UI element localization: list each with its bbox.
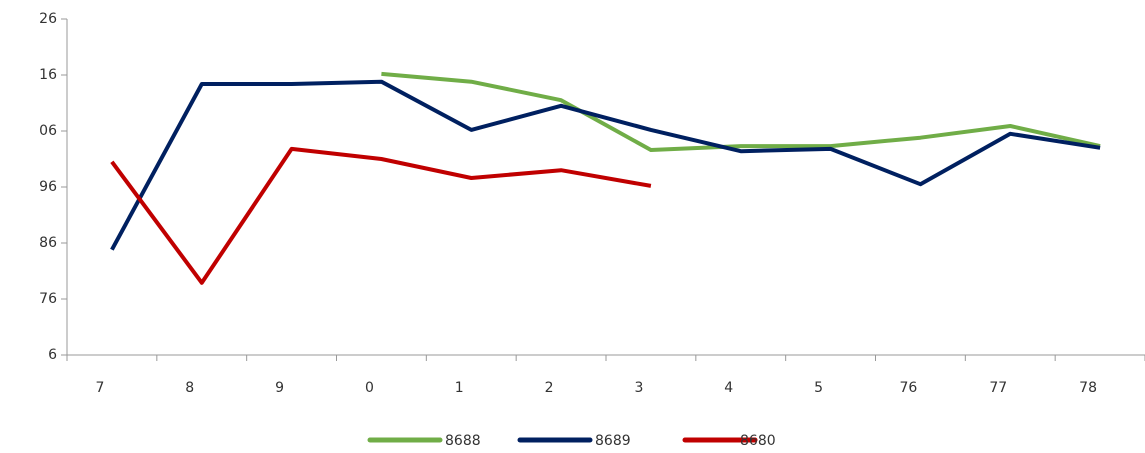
legend-label: 8689: [595, 433, 631, 449]
x-tick-label: 7: [95, 380, 104, 396]
x-tick-label: 2: [545, 380, 554, 396]
y-tick-label: 16: [39, 67, 57, 83]
x-tick-label: 4: [724, 380, 733, 396]
y-tick-label: 96: [39, 179, 57, 195]
x-tick-label: 0: [365, 380, 374, 396]
y-tick-label: 26: [39, 11, 57, 27]
x-tick-label: 1: [455, 380, 464, 396]
legend-label: 8688: [445, 433, 481, 449]
x-tick-label: 3: [634, 380, 643, 396]
series-line: [381, 71, 1101, 152]
y-tick-label: 06: [39, 123, 57, 139]
x-tick-label: 77: [989, 380, 1007, 396]
legend-label: 8680: [740, 433, 776, 449]
y-tick-label: 76: [39, 291, 57, 307]
y-tick-label: 6: [48, 347, 57, 363]
x-tick-label: 9: [275, 380, 284, 396]
x-tick-label: 8: [185, 380, 194, 396]
x-tick-label: 76: [900, 380, 918, 396]
y-tick-label: 86: [39, 235, 57, 251]
series-line: [110, 79, 1101, 251]
x-tick-label: 78: [1079, 380, 1097, 396]
series-line: [110, 146, 652, 285]
x-tick-label: 5: [814, 380, 823, 396]
